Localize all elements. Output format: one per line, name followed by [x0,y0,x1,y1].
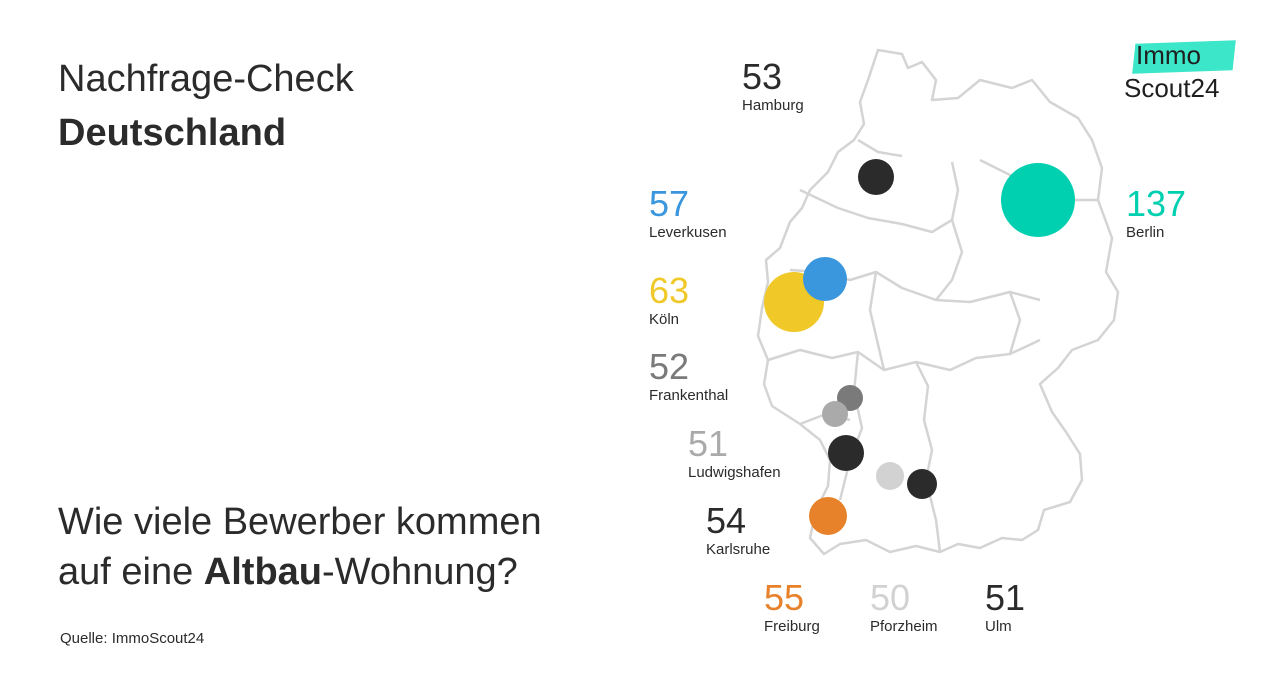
label-frankenthal: 52 Frankenthal [649,349,728,405]
question-line-2-start: auf eine [58,551,204,593]
name-hamburg: Hamburg [742,97,804,114]
label-pforzheim: 50 Pforzheim [870,580,938,636]
value-ludwigshafen: 51 [688,423,729,464]
value-karlsruhe: 54 [706,500,747,541]
state-border-2 [935,161,964,301]
value-freiburg: 55 [764,577,805,618]
page-title-line-1: Nachfrage-Check [58,58,354,100]
page-title-line-2: Deutschland [58,112,287,154]
state-border-4 [767,338,1041,372]
label-leverkusen: 57 Leverkusen [649,186,727,242]
immoscout24-logo: Immo Scout24 [1124,40,1239,106]
label-berlin: 137 Berlin [1126,186,1186,242]
label-ludwigshafen: 51 Ludwigshafen [688,426,781,482]
label-karlsruhe: 54 Karlsruhe [706,503,770,559]
name-ludwigshafen: Ludwigshafen [688,464,781,481]
bubble-leverkusen [803,257,847,301]
bubble-ulm [907,469,937,499]
bubble-hamburg [858,159,894,195]
germany-map [756,48,1120,556]
value-ulm: 51 [985,577,1026,618]
question-bold-word: Altbau [203,551,323,593]
name-karlsruhe: Karlsruhe [706,541,771,558]
bubble-freiburg [809,497,847,535]
name-berlin: Berlin [1126,224,1165,241]
label-freiburg: 55 Freiburg [764,580,820,636]
name-leverkusen: Leverkusen [649,224,727,241]
state-border-9 [1008,291,1022,355]
value-leverkusen: 57 [649,183,690,224]
state-border-1 [799,188,953,234]
logo-text-bottom: Scout24 [1124,73,1220,103]
bubble-pforzheim [876,462,904,490]
value-frankenthal: 52 [649,346,690,387]
city-bubbles [764,159,1075,535]
bubble-ludwigshafen [822,401,848,427]
logo-text-top: Immo [1136,40,1201,70]
value-berlin: 137 [1126,183,1187,224]
bubble-karlsruhe [828,435,864,471]
value-hamburg: 53 [742,56,783,97]
question-line-1: Wie viele Bewerber kommen [58,501,542,543]
value-koeln: 63 [649,270,690,311]
name-frankenthal: Frankenthal [649,387,729,404]
question-text: Wie viele Bewerber kommen auf eine Altba… [58,497,542,597]
question-line-2: auf eine Altbau-Wohnung? [58,547,542,597]
bubble-berlin [1001,163,1075,237]
state-border-11 [857,138,903,158]
question-line-2-end: -Wohnung? [322,551,518,593]
source-note: Quelle: ImmoScout24 [60,630,205,647]
name-freiburg: Freiburg [764,618,820,635]
state-border-6 [914,361,942,553]
label-ulm: 51 Ulm [985,580,1025,636]
name-ulm: Ulm [985,618,1012,635]
label-koeln: 63 Köln [649,273,689,329]
name-koeln: Köln [649,311,680,328]
label-hamburg: 53 Hamburg [742,59,804,115]
germany-outline [756,48,1120,556]
state-border-5 [838,351,864,501]
state-border-8 [868,271,886,371]
value-pforzheim: 50 [870,577,911,618]
name-pforzheim: Pforzheim [870,618,938,635]
